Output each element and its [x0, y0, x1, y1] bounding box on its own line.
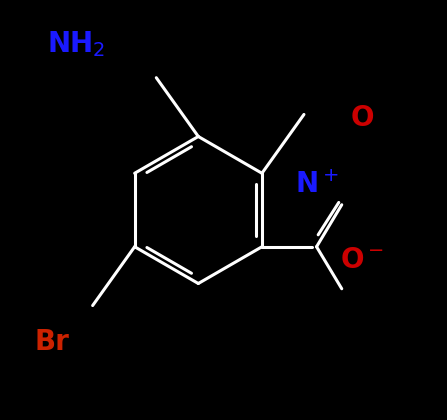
- Text: Br: Br: [34, 328, 69, 356]
- Text: NH$_2$: NH$_2$: [47, 29, 105, 59]
- Text: N$^+$: N$^+$: [295, 171, 338, 199]
- Text: O: O: [350, 104, 374, 131]
- Text: O$^-$: O$^-$: [340, 247, 384, 274]
